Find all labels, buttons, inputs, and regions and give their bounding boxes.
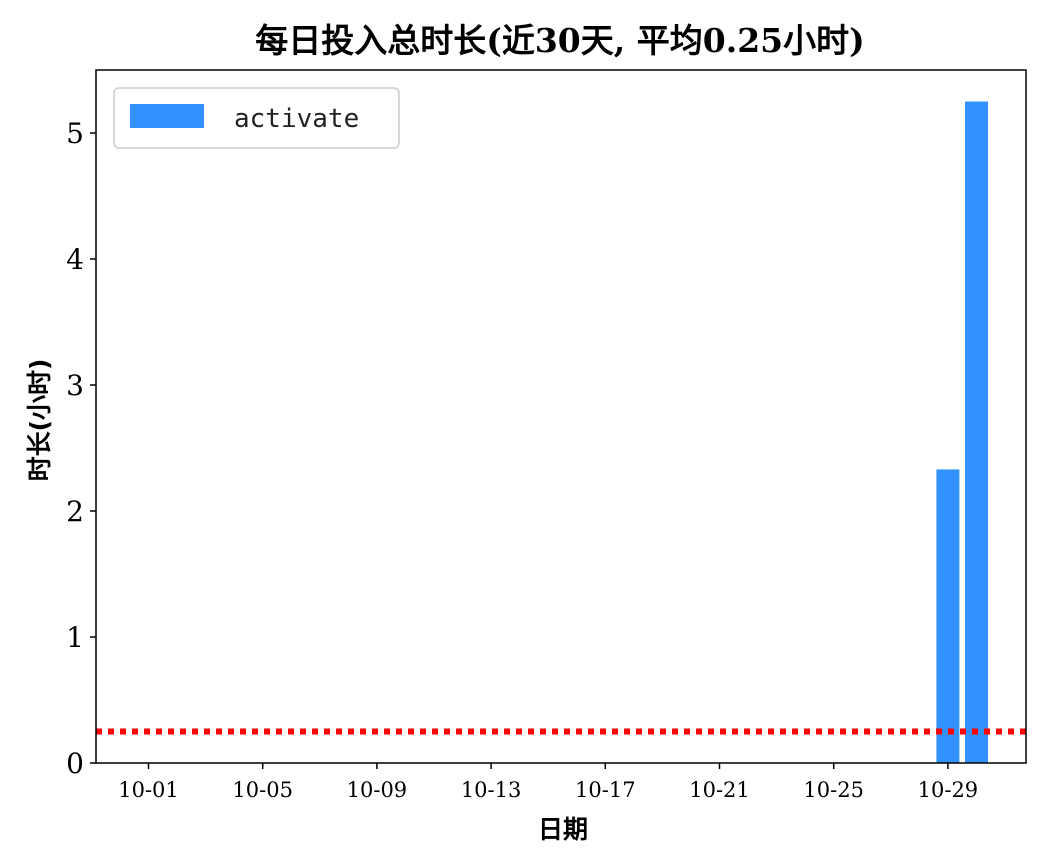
- x-axis-ticks: 10-01 10-05 10-09 10-13 10-17 10-21 10-25 10-29: [118, 763, 978, 802]
- y-axis-ticks: 0 1 2 3 4 5: [66, 117, 96, 780]
- xtick-label-10-29: 10-29: [918, 778, 979, 802]
- xtick-label-10-13: 10-13: [461, 778, 522, 802]
- xtick-label-10-05: 10-05: [232, 778, 293, 802]
- ytick-label-0: 0: [66, 747, 84, 780]
- xtick-label-10-17: 10-17: [575, 778, 636, 802]
- y-axis-label: 时长(小时): [25, 359, 54, 482]
- xtick-label-10-25: 10-25: [803, 778, 864, 802]
- ytick-label-2: 2: [66, 495, 84, 528]
- bar-series: [936, 101, 988, 763]
- plot-area: [96, 70, 1026, 763]
- xtick-label-10-21: 10-21: [689, 778, 750, 802]
- ytick-label-5: 5: [66, 117, 84, 150]
- ytick-label-1: 1: [66, 621, 84, 654]
- legend-label: activate: [234, 104, 359, 134]
- ytick-label-3: 3: [66, 369, 84, 402]
- chart-title: 每日投入总时长(近30天, 平均0.25小时): [255, 21, 865, 60]
- xtick-label-10-09: 10-09: [347, 778, 408, 802]
- ytick-label-4: 4: [66, 243, 84, 276]
- x-axis-label: 日期: [538, 815, 588, 844]
- bar-10-29: [936, 469, 960, 763]
- bar-10-30: [965, 101, 988, 763]
- xtick-label-10-01: 10-01: [118, 778, 179, 802]
- legend-box: [113, 87, 400, 149]
- plot-frame: [95, 69, 1027, 764]
- legend: activate: [113, 87, 400, 149]
- legend-swatch: [130, 104, 204, 128]
